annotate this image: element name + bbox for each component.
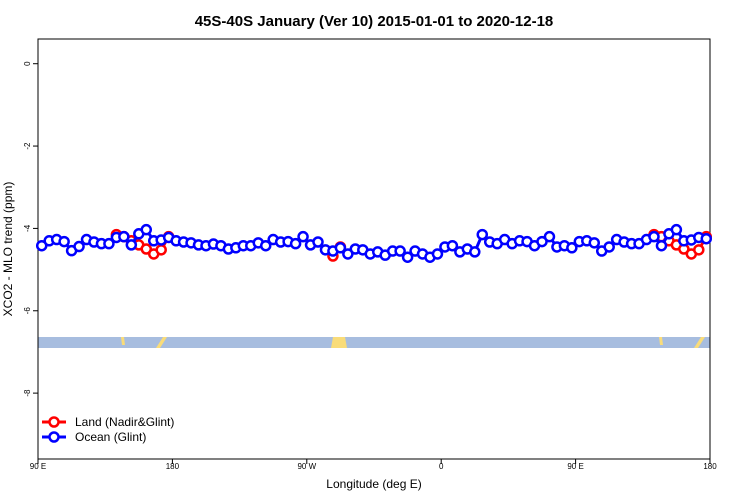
x-tick-label: 0 — [439, 462, 444, 471]
land-patch — [156, 337, 167, 348]
x-tick-label: 90 W — [297, 462, 316, 471]
data-point — [469, 246, 481, 258]
data-point — [140, 223, 153, 236]
y-tick-label: -6 — [23, 307, 32, 315]
data-point — [446, 239, 459, 252]
data-point — [334, 242, 347, 254]
legend-label: Ocean (Glint) — [75, 430, 146, 444]
data-point — [118, 230, 130, 243]
x-tick-label: 180 — [166, 462, 180, 471]
land-patch — [331, 337, 347, 348]
data-point — [648, 230, 660, 243]
data-point — [297, 230, 309, 243]
ocean-strip — [38, 337, 710, 348]
y-tick-label: -4 — [23, 224, 32, 232]
land-patch — [121, 337, 125, 345]
data-point — [312, 236, 324, 248]
data-point — [289, 237, 302, 250]
legend-marker — [48, 431, 60, 443]
y-axis-label: XCO2 - MLO trend (ppm) — [1, 182, 15, 317]
y-tick-label: 0 — [23, 61, 32, 66]
data-point — [655, 239, 668, 252]
x-tick-label: 180 — [703, 462, 717, 471]
y-tick-label: -2 — [23, 142, 32, 150]
data-point — [543, 230, 556, 243]
data-point — [401, 251, 414, 263]
data-point — [342, 248, 354, 260]
data-point — [588, 237, 601, 249]
data-point — [693, 244, 705, 256]
data-point — [35, 239, 48, 252]
data-point — [103, 237, 115, 250]
data-point — [476, 228, 489, 241]
x-tick-label: 90 E — [30, 462, 46, 471]
data-point — [73, 240, 85, 253]
y-tick-label: -8 — [23, 389, 32, 397]
data-point — [125, 239, 138, 251]
data-point — [140, 243, 153, 255]
land-patch — [694, 337, 705, 348]
surface-strip — [38, 337, 710, 348]
data-point — [536, 235, 548, 248]
data-point — [670, 223, 683, 236]
data-point — [566, 242, 578, 254]
legend-label: Land (Nadir&Glint) — [75, 415, 174, 429]
data-point — [394, 245, 406, 257]
x-axis-label: Longitude (deg E) — [326, 477, 421, 491]
data-point — [155, 244, 167, 256]
data-point — [259, 239, 272, 252]
chart-title: 45S-40S January (Ver 10) 2015-01-01 to 2… — [195, 13, 554, 30]
data-point — [58, 235, 70, 248]
legend-marker — [48, 416, 60, 428]
data-point — [431, 248, 444, 260]
land-patch — [659, 337, 663, 345]
data-point — [603, 241, 615, 253]
x-tick-label: 90 E — [567, 462, 583, 471]
data-point — [700, 232, 713, 245]
